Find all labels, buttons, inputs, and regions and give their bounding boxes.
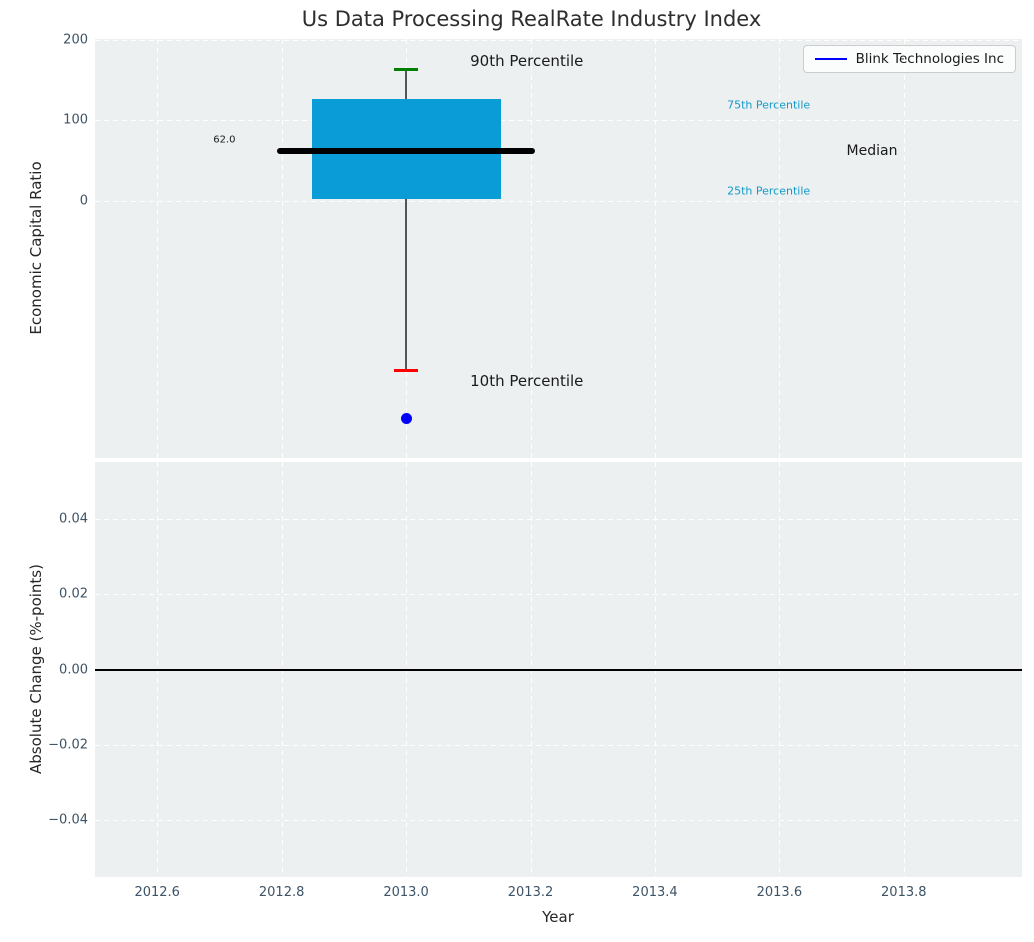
y-tick-label: −0.04: [48, 812, 88, 828]
y-tick-label: 200: [63, 32, 88, 48]
y-tick-label: −0.02: [48, 737, 88, 753]
x-tick-label: 2013.2: [507, 885, 554, 900]
x-tick-label: 2012.8: [258, 885, 305, 900]
gridline-y: [95, 201, 1022, 202]
gridline-y: [95, 518, 1022, 520]
median-line: [277, 148, 535, 154]
y-tick-label: 100: [63, 112, 88, 128]
gridline-y: [95, 120, 1022, 122]
x-tick-label: 2013.8: [881, 885, 927, 900]
gridline-y: [95, 745, 1022, 746]
gridline-x: [530, 39, 532, 458]
axes-economic-capital-ratio: [95, 39, 1022, 458]
zero-reference-line: [95, 668, 1022, 671]
x-axis-label: Year: [542, 908, 574, 926]
y-tick-label: 0: [79, 193, 88, 209]
x-tick-label: 2013.6: [756, 885, 803, 900]
legend-line-swatch: [814, 58, 847, 60]
annotation: Median: [846, 143, 898, 159]
gridline-y: [95, 820, 1022, 822]
annotation: 62.0: [213, 134, 236, 146]
gridline-x: [654, 39, 656, 458]
gridline-x: [903, 39, 905, 458]
gridline-y: [95, 39, 1022, 41]
gridline-x: [779, 39, 781, 458]
p10-cap: [394, 369, 418, 373]
p90-cap: [394, 68, 418, 72]
annotation: 90th Percentile: [470, 51, 584, 70]
x-tick-label: 2013.0: [383, 885, 429, 900]
chart-title: Us Data Processing RealRate Industry Ind…: [301, 7, 762, 31]
y-axis-label-top: Economic Capital Ratio: [27, 161, 45, 335]
y-tick-label: 0.04: [59, 511, 88, 527]
x-tick-label: 2013.4: [632, 885, 678, 900]
annotation: 75th Percentile: [727, 98, 811, 112]
legend: Blink Technologies Inc: [802, 45, 1016, 73]
gridline-x: [157, 39, 159, 458]
annotation: 25th Percentile: [727, 184, 811, 198]
legend-label: Blink Technologies Inc: [855, 51, 1004, 67]
gridline-x: [281, 39, 283, 458]
company-data-point: [400, 413, 412, 425]
whisker-line: [405, 69, 407, 371]
gridline-y: [95, 594, 1022, 595]
annotation: 10th Percentile: [470, 372, 584, 391]
y-tick-label: 0.02: [59, 586, 88, 602]
x-tick-label: 2012.6: [134, 885, 180, 900]
y-tick-label: 0.00: [59, 662, 88, 677]
